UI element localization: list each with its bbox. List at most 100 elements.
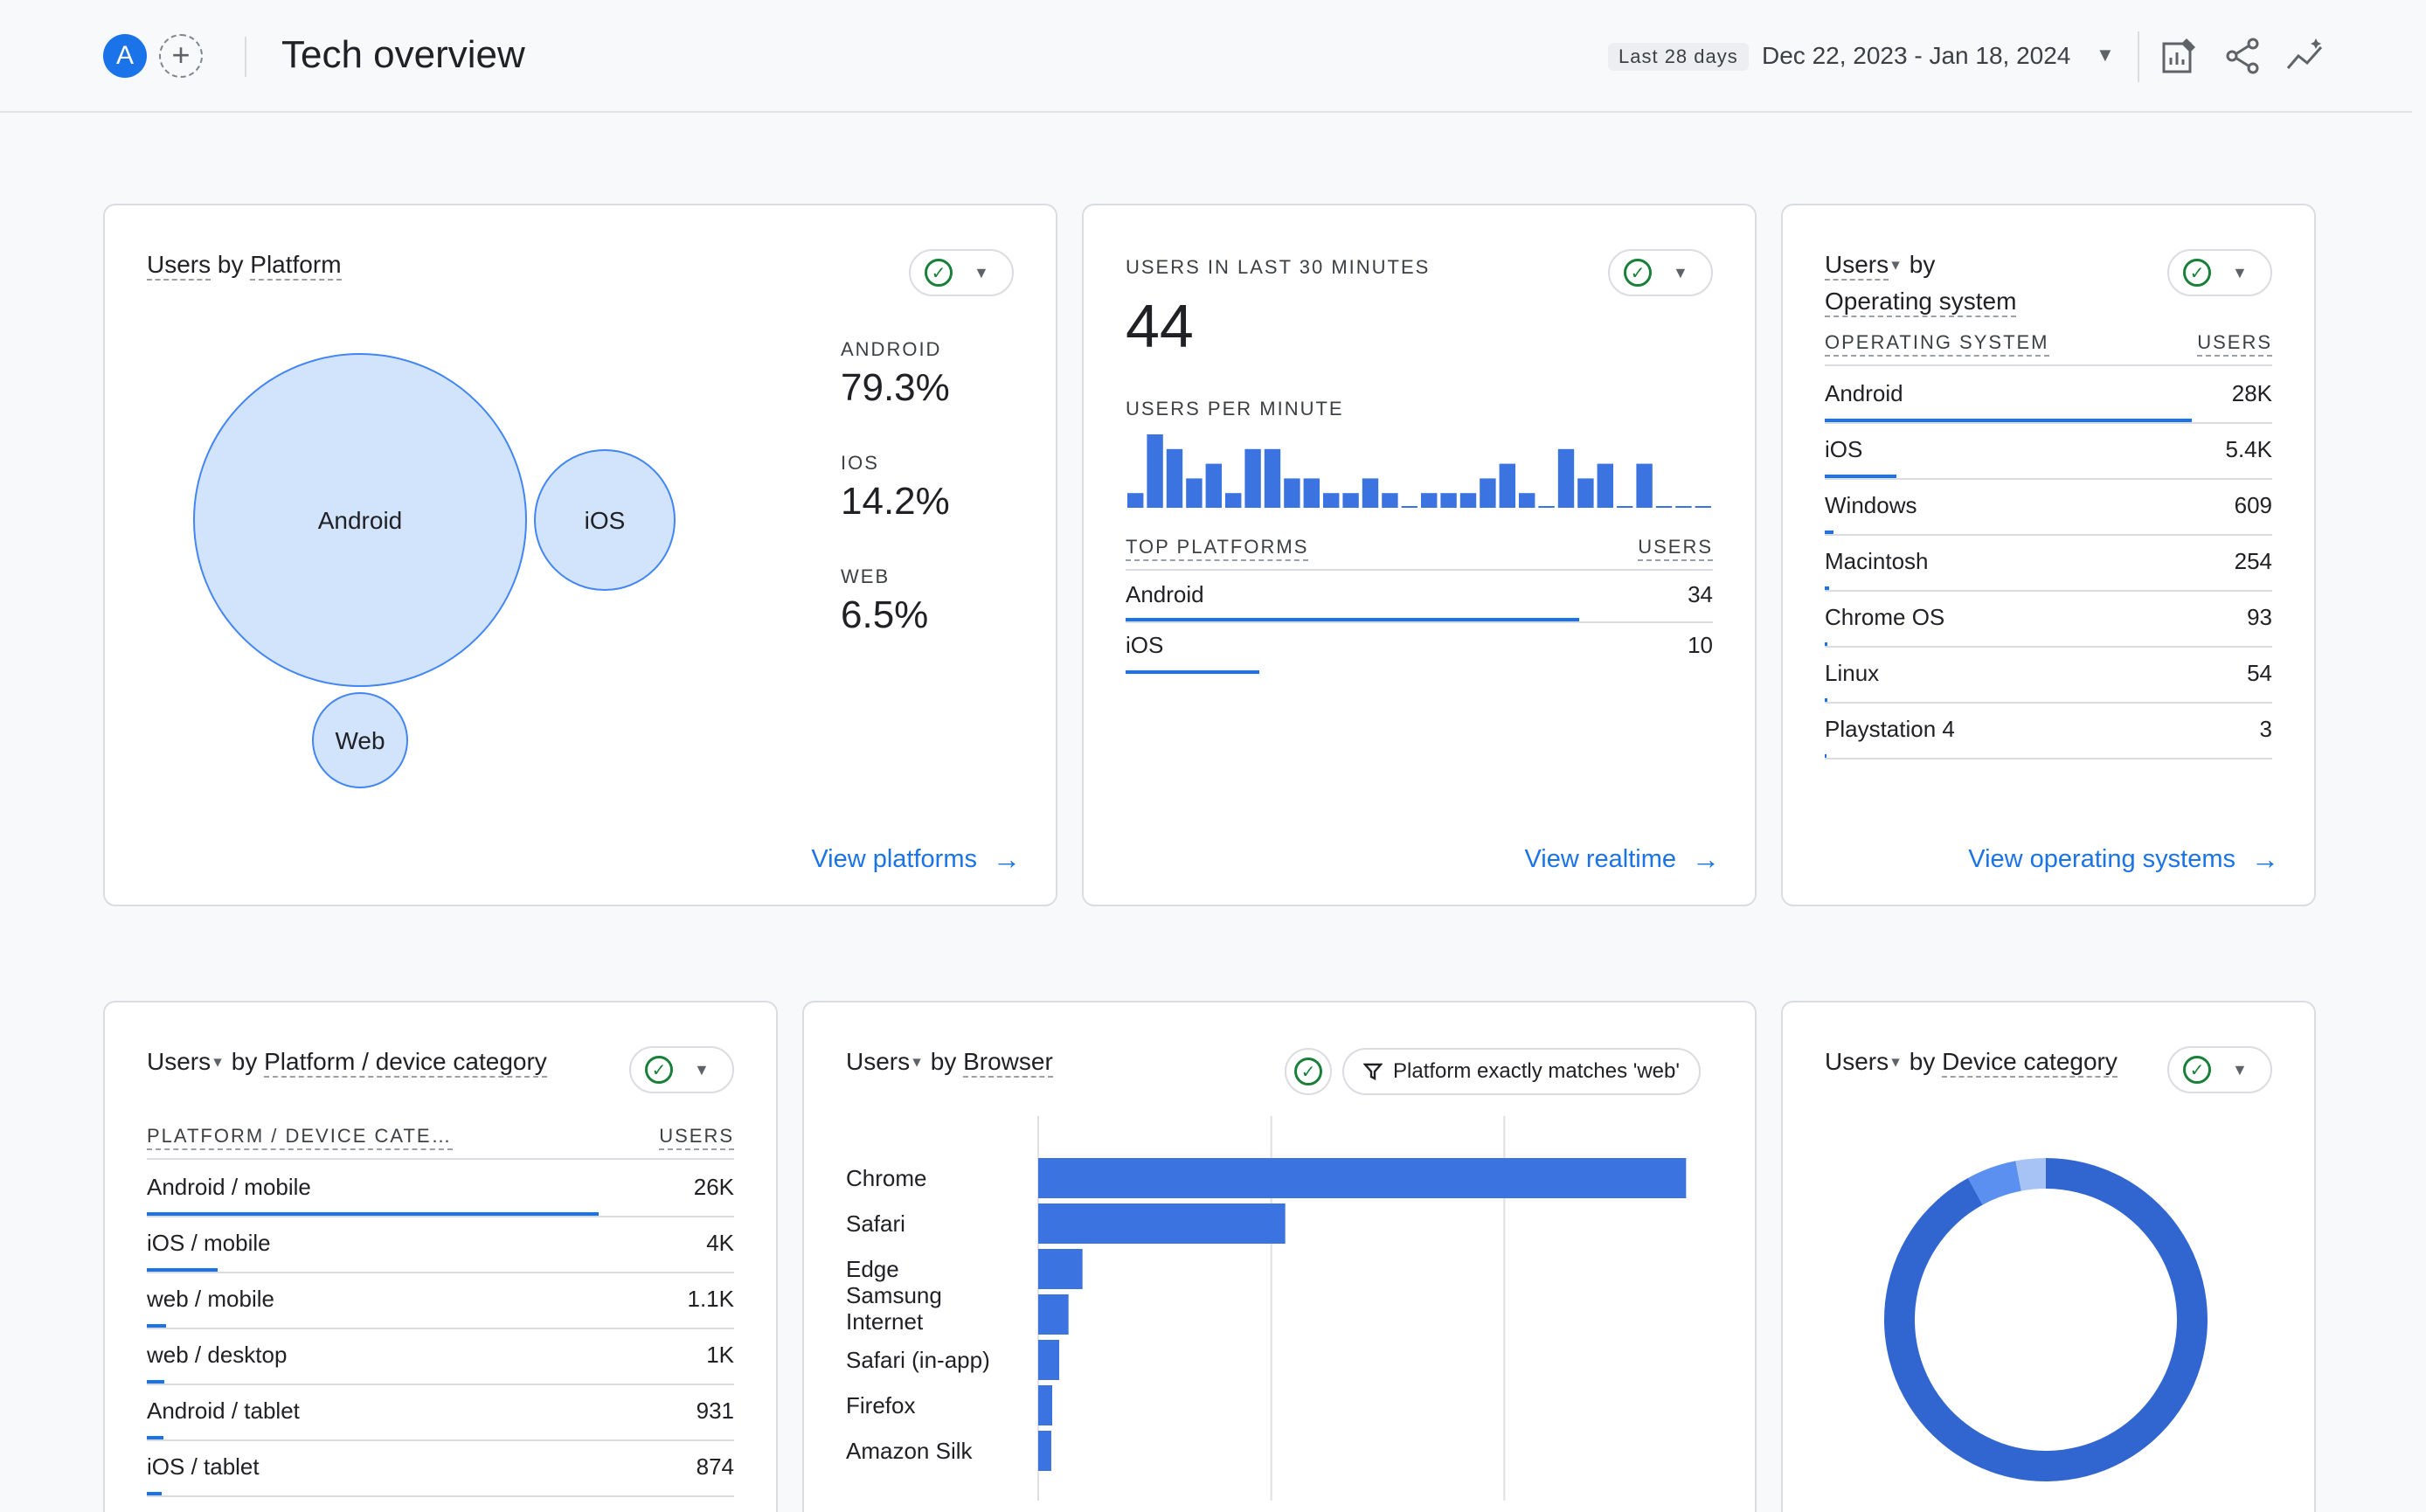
chevron-down-icon[interactable]: ▼ — [1889, 258, 1903, 274]
browser-bar[interactable] — [1038, 1249, 1083, 1289]
table-row[interactable]: web / desktop 1K — [147, 1329, 734, 1385]
users-by-platform-device-card: Users▼ by Platform / device category ✓ ▼… — [103, 1001, 778, 1512]
column-header[interactable]: USERS — [659, 1125, 734, 1150]
minute-bar[interactable] — [1636, 463, 1653, 508]
data-quality-chip[interactable]: ✓ ▼ — [909, 249, 1014, 296]
table-row[interactable]: iOS 10 — [1126, 623, 1713, 674]
bubble-ios[interactable] — [534, 449, 676, 591]
table-row[interactable]: Android 34 — [1126, 572, 1713, 623]
donut-slice[interactable] — [2015, 1158, 2046, 1191]
bubble-web[interactable] — [312, 692, 408, 788]
minute-bar[interactable] — [1440, 493, 1457, 508]
column-header[interactable]: TOP PLATFORMS — [1126, 536, 1309, 561]
browser-bar[interactable] — [1038, 1340, 1059, 1380]
column-header[interactable]: USERS — [2197, 331, 2272, 357]
data-quality-chip[interactable]: ✓ ▼ — [2167, 249, 2272, 296]
metric-label[interactable]: Users — [147, 251, 211, 281]
dimension-label[interactable]: Browser — [963, 1048, 1053, 1078]
minute-bar[interactable] — [1557, 448, 1575, 508]
minute-bar[interactable] — [1205, 463, 1222, 508]
data-quality-chip[interactable]: ✓ ▼ — [2167, 1046, 2272, 1093]
chevron-down-icon[interactable]: ▼ — [2096, 44, 2115, 66]
minute-bar[interactable] — [1264, 448, 1281, 508]
minute-bar[interactable] — [1617, 506, 1633, 508]
donut-slice[interactable] — [1884, 1158, 2208, 1481]
realtime-count: 44 — [1126, 292, 1194, 360]
row-value: 93 — [2247, 604, 2272, 630]
minute-bar[interactable] — [1597, 463, 1613, 508]
filter-chip[interactable]: Platform exactly matches 'web' — [1342, 1048, 1701, 1095]
table-row[interactable]: Macintosh 254 — [1825, 536, 2272, 592]
minute-bar[interactable] — [1421, 493, 1438, 508]
minute-bar[interactable] — [1519, 493, 1535, 508]
table-row[interactable]: Chrome OS 93 — [1825, 592, 2272, 648]
column-header[interactable]: USERS — [1638, 536, 1713, 561]
add-comparison-button[interactable]: + — [159, 34, 203, 78]
column-header[interactable]: OPERATING SYSTEM — [1825, 331, 2049, 357]
minute-bar[interactable] — [1459, 493, 1477, 508]
bubble-android[interactable] — [193, 353, 527, 687]
share-icon[interactable] — [2222, 35, 2263, 77]
minute-bar[interactable] — [1362, 478, 1379, 508]
view-operating-systems-link[interactable]: View operating systems → — [1968, 843, 2279, 876]
minute-bar[interactable] — [1499, 463, 1515, 508]
date-range-picker[interactable]: Dec 22, 2023 - Jan 18, 2024 — [1762, 42, 2071, 69]
dimension-label[interactable]: Platform — [250, 251, 342, 281]
minute-bar[interactable] — [1695, 506, 1711, 508]
table-row[interactable]: Playstation 4 3 — [1825, 704, 2272, 759]
chevron-down-icon[interactable]: ▼ — [211, 1055, 225, 1071]
minute-bar[interactable] — [1323, 493, 1340, 508]
customize-report-icon[interactable] — [2159, 35, 2201, 77]
minute-bar[interactable] — [1147, 434, 1163, 508]
metric-label[interactable]: Users — [147, 1048, 211, 1075]
data-quality-chip[interactable]: ✓ ▼ — [1608, 249, 1713, 296]
table-row[interactable]: Android 28K — [1825, 368, 2272, 424]
chevron-down-icon[interactable]: ▼ — [1889, 1055, 1903, 1071]
minute-bar[interactable] — [1480, 478, 1496, 508]
browser-bar[interactable] — [1038, 1158, 1687, 1198]
table-row[interactable]: Android / tablet 931 — [147, 1385, 734, 1441]
table-row[interactable]: web / mobile 1.1K — [147, 1273, 734, 1329]
minute-bar[interactable] — [1186, 478, 1203, 508]
minute-bar[interactable] — [1382, 493, 1398, 508]
table-row[interactable]: Linux 54 — [1825, 648, 2272, 704]
minute-bar[interactable] — [1127, 493, 1144, 508]
minute-bar[interactable] — [1655, 506, 1673, 508]
column-header[interactable]: PLATFORM / DEVICE CATE… — [147, 1125, 453, 1150]
metric-label[interactable]: Users — [846, 1048, 911, 1075]
minute-bar[interactable] — [1538, 506, 1555, 508]
minute-bar[interactable] — [1675, 506, 1692, 508]
browser-bar[interactable] — [1038, 1294, 1069, 1335]
metric-label[interactable]: Users — [1825, 251, 1889, 281]
minute-bar[interactable] — [1577, 478, 1594, 508]
table-row[interactable]: iOS / tablet 874 — [147, 1441, 734, 1497]
minute-bar[interactable] — [1166, 448, 1183, 508]
browser-bar[interactable] — [1038, 1203, 1286, 1244]
dimension-label[interactable]: Platform / device category — [264, 1048, 547, 1078]
data-quality-button[interactable]: ✓ — [1285, 1048, 1332, 1095]
comparison-avatar[interactable]: A — [103, 34, 147, 78]
donut-slice[interactable] — [1967, 1161, 2021, 1205]
table-row[interactable]: Windows 609 — [1825, 480, 2272, 536]
minute-bar[interactable] — [1225, 493, 1242, 508]
view-platforms-link[interactable]: View platforms → — [811, 843, 1021, 876]
data-quality-chip[interactable]: ✓ ▼ — [629, 1046, 734, 1093]
chevron-down-icon[interactable]: ▼ — [910, 1055, 924, 1071]
minute-bar[interactable] — [1401, 506, 1417, 508]
minute-bar[interactable] — [1244, 448, 1261, 508]
table-row[interactable]: iOS / mobile 4K — [147, 1217, 734, 1273]
metric-label[interactable]: Users — [1825, 1048, 1889, 1075]
minute-bar[interactable] — [1284, 478, 1300, 508]
browser-bar[interactable] — [1038, 1431, 1051, 1471]
dimension-label[interactable]: Operating system — [1825, 287, 2017, 317]
minute-bar[interactable] — [1342, 493, 1359, 508]
browser-bar[interactable] — [1038, 1385, 1052, 1425]
view-realtime-link[interactable]: View realtime → — [1524, 843, 1720, 876]
table-row[interactable]: iOS 5.4K — [1825, 424, 2272, 480]
insights-icon[interactable] — [2284, 35, 2326, 77]
date-preset-chip[interactable]: Last 28 days — [1608, 43, 1749, 71]
by-label: by — [930, 1048, 957, 1075]
table-row[interactable]: Android / mobile 26K — [147, 1162, 734, 1217]
minute-bar[interactable] — [1303, 478, 1320, 508]
dimension-label[interactable]: Device category — [1942, 1048, 2118, 1078]
